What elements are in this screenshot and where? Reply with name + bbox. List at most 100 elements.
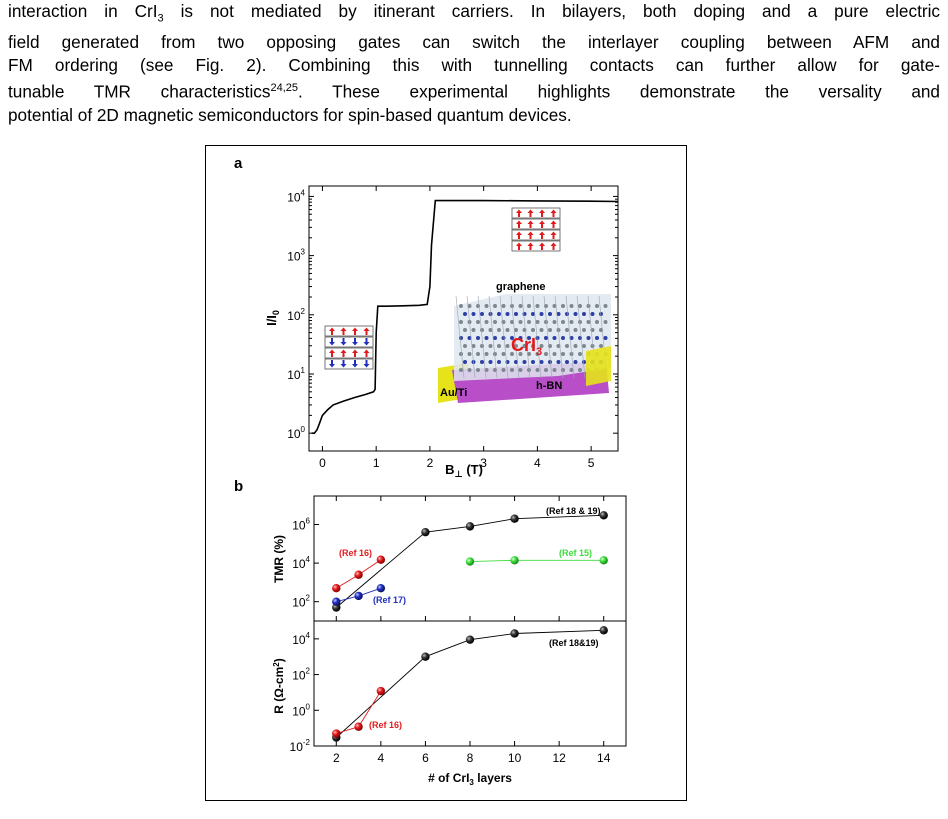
lattice-bond xyxy=(565,295,575,379)
lattice-atom xyxy=(561,352,565,356)
lattice-atom xyxy=(552,352,557,356)
lattice-atom xyxy=(603,336,608,340)
lattice-atom xyxy=(556,360,561,364)
lattice-atom xyxy=(595,336,599,340)
spin-up-arrow-icon xyxy=(516,209,522,217)
panel-a-plot-frame xyxy=(308,185,619,452)
lattice-bond xyxy=(510,295,520,379)
lattice-atom xyxy=(535,336,540,340)
lattice-atom xyxy=(493,352,497,356)
panel-b-bottom-y-tick-label: 100 xyxy=(292,702,310,718)
tmr-ref16-point xyxy=(354,570,363,579)
r-ref16-point xyxy=(354,722,363,731)
spin-up-arrow-icon xyxy=(329,349,335,357)
lattice-atom xyxy=(603,320,608,324)
lattice-bond xyxy=(532,295,542,379)
spin-up-arrow-icon xyxy=(550,209,557,217)
panel-b-top-y-tick-label: 104 xyxy=(292,555,310,571)
panel-b-x-tick-label: 2 xyxy=(333,751,340,765)
lattice-atom xyxy=(527,320,531,324)
lattice-atom xyxy=(514,312,518,316)
lattice-atom xyxy=(531,344,535,348)
lattice-atom xyxy=(565,328,569,332)
lattice-atom xyxy=(518,352,523,356)
r-ref16-point xyxy=(332,729,341,738)
lattice-atom xyxy=(484,352,489,356)
panel-b-x-tick-label: 12 xyxy=(552,751,566,765)
afm-spin-stack-icon xyxy=(324,325,374,370)
lattice-atom xyxy=(552,336,557,340)
lattice-atom xyxy=(599,344,603,348)
lattice-atom xyxy=(535,320,540,324)
lattice-atom xyxy=(535,304,540,308)
r-ref18-19-point xyxy=(599,626,608,635)
lattice-atom xyxy=(590,344,595,348)
lattice-atom xyxy=(573,344,578,348)
lattice-atom xyxy=(505,328,510,332)
spin-up-arrow-icon xyxy=(363,327,370,335)
spin-down-arrow-icon xyxy=(363,360,370,368)
lattice-atom xyxy=(578,320,582,324)
lattice-atom xyxy=(493,320,497,324)
lattice-bond xyxy=(455,295,465,379)
lattice-atom xyxy=(561,320,565,324)
lattice-atom xyxy=(493,336,497,340)
tmr-ref15-point xyxy=(465,557,475,566)
lattice-atom xyxy=(561,368,565,372)
paragraph-line-5: potential of 2D magnetic semiconductors … xyxy=(8,104,572,125)
spin-up-arrow-icon xyxy=(352,327,358,335)
tmr-ref15-label: (Ref 15) xyxy=(559,548,592,558)
lattice-atom xyxy=(539,344,544,348)
spin-down-arrow-icon xyxy=(340,338,347,346)
lattice-atom xyxy=(463,312,467,316)
lattice-atom xyxy=(544,368,548,372)
lattice-atom xyxy=(497,360,501,364)
spin-layer-box xyxy=(511,229,561,241)
lattice-atom xyxy=(595,304,599,308)
lattice-atom xyxy=(459,352,463,356)
lattice-atom xyxy=(548,360,552,364)
lattice-atom xyxy=(539,312,544,316)
spin-layer-box xyxy=(324,358,374,370)
spin-layer-box xyxy=(324,325,374,337)
lattice-atom xyxy=(501,368,506,372)
lattice-atom xyxy=(522,328,527,332)
spin-up-arrow-icon xyxy=(539,231,545,239)
panel-a-y-tick-label: 101 xyxy=(287,366,305,382)
spin-down-arrow-icon xyxy=(329,360,335,368)
lattice-atom xyxy=(484,304,489,308)
lattice-atom xyxy=(467,352,472,356)
spin-up-arrow-icon xyxy=(527,242,534,250)
spin-layer-box xyxy=(324,347,374,359)
lattice-bond xyxy=(499,295,509,379)
lattice-atom xyxy=(497,312,501,316)
panel-b-bottom-ylabel: R (Ω-cm2) xyxy=(272,658,286,713)
panel-b-top-ylabel: TMR (%) xyxy=(272,535,286,583)
r-ref18-19-point xyxy=(421,652,430,661)
tmr-ref17-point xyxy=(376,584,386,593)
lattice-atom xyxy=(501,304,506,308)
spin-layer-box xyxy=(511,240,561,252)
lattice-atom xyxy=(603,304,608,308)
panel-b-label: b xyxy=(234,478,243,495)
lattice-bond xyxy=(488,295,498,379)
r-ref18-19-point xyxy=(510,629,519,638)
tmr-ref18-19-point xyxy=(599,511,608,520)
tmr-ref15-point xyxy=(510,556,519,565)
lattice-atom xyxy=(467,368,472,372)
lattice-atom xyxy=(586,304,591,308)
cri3-label: CrI3 xyxy=(511,335,542,358)
lattice-atom xyxy=(476,352,480,356)
panel-b-x-tick-label: 14 xyxy=(597,751,611,765)
lattice-atom xyxy=(510,320,514,324)
lattice-atom xyxy=(510,368,514,372)
panel-b-x-tick-label: 10 xyxy=(508,751,522,765)
spin-down-arrow-icon xyxy=(329,338,335,346)
tmr-ref16-point xyxy=(332,584,341,593)
panel-b-bottom-y-tick-label: 10-2 xyxy=(290,738,311,754)
lattice-atom xyxy=(552,304,557,308)
lattice-atom xyxy=(573,312,578,316)
tmr-ref18-19-point xyxy=(465,522,475,531)
tmr-ref17-point xyxy=(354,591,363,601)
lattice-atom xyxy=(518,368,523,372)
